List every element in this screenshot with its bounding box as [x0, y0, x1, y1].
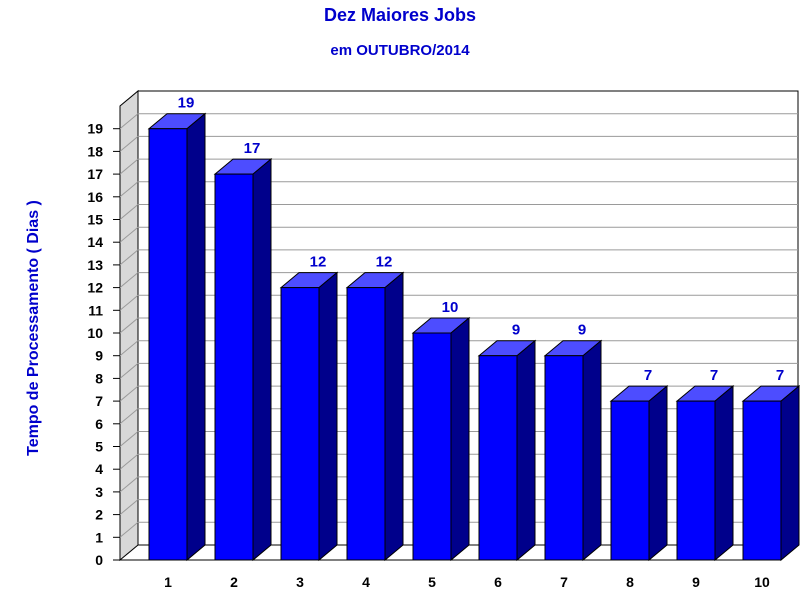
gridline-side: [119, 476, 139, 493]
bar: [478, 355, 518, 561]
bar: [544, 355, 584, 561]
y-tick-label: 2: [95, 507, 103, 523]
y-tick-label: 7: [95, 393, 103, 409]
gridline-side: [119, 521, 139, 538]
bar-side: [450, 316, 470, 562]
bar-side: [252, 158, 272, 562]
chart-title: Dez Maiores Jobs: [324, 5, 476, 25]
y-tick-label: 15: [87, 212, 103, 228]
gridline-side: [119, 294, 139, 311]
x-tick-label: 10: [754, 574, 770, 590]
y-tick-label: 9: [95, 348, 103, 364]
bar-side: [318, 271, 338, 562]
data-label: 19: [178, 95, 195, 112]
y-tick-label: 1: [95, 529, 103, 545]
gridline-side: [119, 363, 139, 379]
data-label: 10: [442, 299, 459, 316]
bar-side: [714, 385, 734, 562]
gridline-side: [119, 453, 139, 470]
bar: [148, 128, 188, 561]
y-tick-label: 3: [95, 484, 103, 500]
x-tick-label: 6: [494, 574, 502, 590]
plot-area: 0123456789101112131415161718191911721231…: [87, 89, 800, 590]
gridline-side: [119, 431, 139, 447]
y-tick-label: 0: [95, 552, 103, 568]
data-label: 7: [710, 367, 718, 384]
data-label: 17: [244, 140, 261, 157]
data-label: 7: [776, 367, 784, 384]
data-label: 7: [644, 367, 652, 384]
y-tick-label: 13: [87, 257, 103, 273]
gridline-side: [119, 181, 139, 198]
bar: [214, 173, 254, 561]
y-tick-label: 18: [87, 143, 103, 159]
gridline-side: [119, 226, 139, 243]
gridline-side: [119, 499, 139, 515]
gridline-side: [119, 136, 139, 152]
gridline-side: [119, 249, 139, 266]
x-tick-label: 4: [362, 574, 370, 590]
data-label: 12: [310, 254, 327, 271]
bar: [676, 400, 716, 561]
bar-side: [516, 339, 536, 562]
x-tick-label: 1: [164, 574, 172, 590]
y-tick-label: 14: [87, 234, 103, 250]
x-tick-label: 3: [296, 574, 304, 590]
y-tick-label: 10: [87, 325, 103, 341]
y-tick-label: 5: [95, 439, 103, 455]
bar: [280, 287, 320, 561]
gridline-side: [119, 204, 139, 220]
y-tick-label: 16: [87, 189, 103, 205]
x-tick-label: 9: [692, 574, 700, 590]
y-tick-label: 8: [95, 370, 103, 386]
x-tick-label: 5: [428, 574, 436, 590]
y-tick-label: 4: [95, 461, 103, 477]
chart-subtitle: em OUTUBRO/2014: [330, 42, 470, 59]
x-tick-label: 2: [230, 574, 238, 590]
bar-side: [186, 112, 206, 562]
data-label: 12: [376, 254, 393, 271]
gridline-side: [119, 158, 139, 175]
bar: [346, 287, 386, 561]
bar: [412, 332, 452, 561]
bar-side: [582, 339, 602, 562]
x-tick-label: 8: [626, 574, 634, 590]
bar-side: [648, 385, 668, 562]
bar-side: [780, 385, 800, 562]
gridline-side: [119, 340, 139, 357]
gridline-side: [119, 385, 139, 402]
y-tick-label: 17: [87, 166, 103, 182]
y-tick-label: 11: [88, 302, 103, 318]
y-tick-label: 19: [87, 121, 103, 137]
gridline-side: [119, 317, 139, 334]
gridline-side: [119, 113, 139, 130]
data-label: 9: [578, 322, 586, 339]
bar: [742, 400, 782, 561]
x-tick-label: 7: [560, 574, 568, 590]
bar-side: [384, 271, 404, 562]
data-label: 9: [512, 322, 520, 339]
gridline-side: [119, 408, 139, 425]
gridline-side: [119, 272, 139, 288]
y-axis-label: Tempo de Processamento ( Dias ): [25, 200, 42, 456]
y-tick-label: 12: [87, 280, 103, 296]
y-tick-label: 6: [95, 416, 103, 432]
bar: [610, 400, 650, 561]
